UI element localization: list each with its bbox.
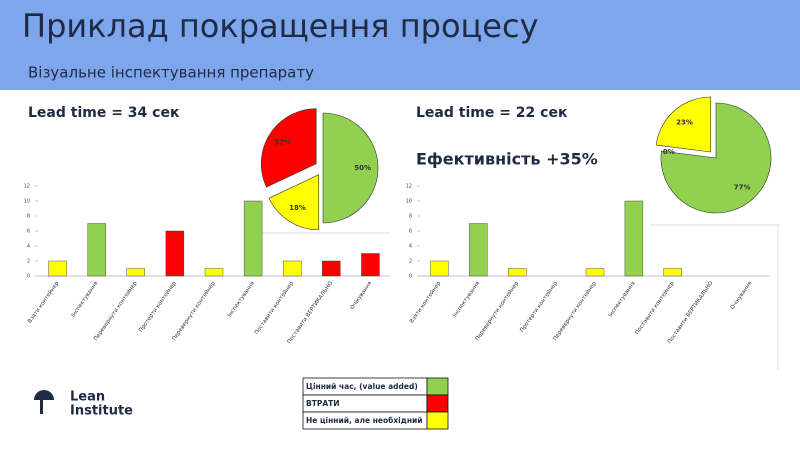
annotation: Ефективність +35% xyxy=(416,150,598,169)
x-tick-label: Протерти контейнер xyxy=(519,280,560,334)
slide-subtitle: Візуальне інспектування препарату xyxy=(28,64,314,82)
bar xyxy=(585,268,605,277)
legend-label: Цінний час, (value added) xyxy=(306,382,418,391)
bar xyxy=(322,260,341,277)
y-tick-label: 2 xyxy=(409,259,412,265)
y-tick-label: 4 xyxy=(409,244,412,250)
y-tick-label: 10 xyxy=(406,199,412,205)
pie-slice xyxy=(660,102,772,214)
y-tick-label: 8 xyxy=(409,214,412,220)
x-tick-label: Поставити контейнер xyxy=(253,280,295,336)
chart-title: Lead time = 34 сек xyxy=(28,105,180,121)
x-tick-label: Інспектування xyxy=(227,281,256,319)
pie-slice xyxy=(322,112,379,224)
y-tick-label: 10 xyxy=(24,199,30,205)
legend-swatch xyxy=(426,377,449,396)
x-tick-label: Поставити контейнер xyxy=(634,280,676,336)
y-tick-label: 6 xyxy=(409,229,412,235)
slice-label: 0% xyxy=(663,148,675,156)
slice-label: 50% xyxy=(354,164,371,172)
y-tick-label: 0 xyxy=(409,274,412,280)
y-tick-label: 12 xyxy=(24,184,30,190)
x-tick-label: Взяти контейнер xyxy=(26,280,60,325)
bar xyxy=(430,260,449,277)
header-band xyxy=(0,0,800,90)
x-tick-label: Інспектування xyxy=(608,281,637,319)
x-tick-label: Перевернути контейнер xyxy=(92,280,139,342)
slice-label: 32% xyxy=(274,138,291,146)
legend-label: Не цінний, але необхідний xyxy=(306,416,423,425)
logo-text: Lean xyxy=(70,390,105,405)
y-tick-label: 4 xyxy=(27,244,30,250)
logo-icon xyxy=(40,400,43,414)
legend-label: ВТРАТИ xyxy=(306,399,340,408)
x-tick-label: Перевернути контейнер xyxy=(474,280,521,342)
logo: Lean Institute xyxy=(34,390,133,419)
x-tick-label: Інспектування xyxy=(70,281,99,319)
legend-swatch xyxy=(426,411,449,430)
bar xyxy=(663,268,682,277)
x-tick-label: Очікування xyxy=(730,281,754,311)
x-tick-label: Протерти контейнер xyxy=(137,280,178,334)
x-tick-label: Інспектування xyxy=(452,281,481,319)
x-tick-label: Поставити ВЕРТИКАЛЬНО xyxy=(667,280,715,345)
bar xyxy=(508,268,527,277)
logo-text: Institute xyxy=(70,404,133,419)
pie-slice xyxy=(260,108,317,188)
x-tick-label: Перевернути контейнер xyxy=(552,280,599,342)
legend-swatch xyxy=(426,394,449,413)
y-tick-label: 2 xyxy=(27,259,30,265)
bar xyxy=(243,200,263,277)
bar xyxy=(204,268,224,277)
y-tick-label: 6 xyxy=(27,229,30,235)
bar xyxy=(624,200,644,277)
logo-icon xyxy=(34,390,54,400)
bar xyxy=(469,223,488,277)
bar xyxy=(48,260,67,277)
slice-label: 23% xyxy=(676,118,693,126)
y-tick-label: 8 xyxy=(27,214,30,220)
bar xyxy=(283,260,302,277)
x-tick-label: Поставити ВЕРТИКАЛЬНО xyxy=(287,280,335,345)
slide-title: Приклад покращення процесу xyxy=(22,7,539,45)
y-tick-label: 12 xyxy=(406,184,412,190)
pie-slice xyxy=(268,174,320,231)
bar xyxy=(165,230,185,277)
bar xyxy=(361,253,380,277)
slice-label: 18% xyxy=(289,204,306,212)
bar xyxy=(126,268,145,277)
pie-slice xyxy=(655,96,712,153)
chart-title: Lead time = 22 сек xyxy=(416,105,568,121)
x-tick-label: Очікування xyxy=(350,281,374,311)
slice-label: 77% xyxy=(734,184,751,192)
x-tick-label: Взяти контейнер xyxy=(408,280,442,325)
bar xyxy=(87,223,106,277)
x-tick-label: Перевернути контейнер xyxy=(171,280,218,342)
y-tick-label: 0 xyxy=(27,274,30,280)
